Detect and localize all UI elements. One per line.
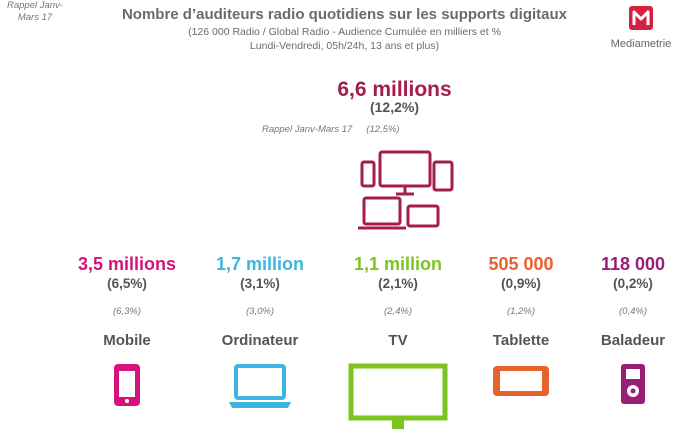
tv-icon [348,363,448,429]
mediametrie-logo: Mediametrie [600,4,682,50]
rappel-row-label: Rappel Janv-Mars 17 [7,0,63,23]
logo-name: Mediametrie [610,38,672,50]
chart-subtitle-line1: (126 000 Radio / Global Radio - Audience… [188,26,501,38]
laptop-icon [229,364,291,408]
total-rappel-pct: (12,5%) [366,124,400,135]
total-rappel: Rappel Janv-Mars 17 (12,5%) [262,124,400,135]
chart-title: Nombre d’auditeurs radio quotidiens sur … [121,6,568,23]
mobile-value: 3,5 millions [77,254,177,274]
tv-percent: (2,1%) [378,276,418,291]
tv-rappel: (2,4%) [384,306,412,317]
chart-subtitle-line2: Lundi-Vendredi, 05h/24h, 13 ans et plus) [249,40,440,52]
baladeur-rappel: (0,4%) [619,306,647,317]
total-rappel-label: Rappel Janv-Mars 17 [262,124,353,135]
mediametrie-logo-icon [629,6,653,30]
mobile-rappel: (6,3%) [113,306,141,317]
ordinateur-rappel: (3,0%) [246,306,274,317]
all-devices-icon [358,150,454,230]
tablet-icon [493,366,549,396]
tablette-label: Tablette [492,332,550,349]
ordinateur-label: Ordinateur [221,332,299,349]
total-percent: (12,2%) [369,99,420,115]
baladeur-value: 118 000 [600,254,666,274]
baladeur-label: Baladeur [600,332,666,349]
tablette-rappel: (1,2%) [507,306,535,317]
tv-value: 1,1 million [353,254,443,274]
mobile-percent: (6,5%) [107,276,147,291]
total-value: 6,6 millions [337,78,452,101]
ordinateur-value: 1,7 million [215,254,305,274]
ordinateur-percent: (3,1%) [240,276,280,291]
mobile-label: Mobile [103,332,151,349]
smartphone-icon [114,364,140,406]
music-player-icon [621,364,645,404]
tablette-value: 505 000 [488,254,554,274]
tablette-percent: (0,9%) [501,276,541,291]
baladeur-percent: (0,2%) [613,276,653,291]
tv-label: TV [388,332,408,349]
